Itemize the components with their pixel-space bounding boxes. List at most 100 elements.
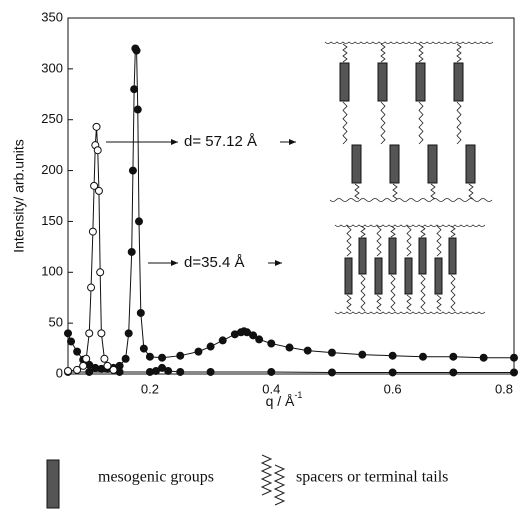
spacer (392, 183, 398, 200)
spacer (420, 274, 426, 312)
spacer (380, 101, 386, 145)
x-tick-label: 0.8 (495, 381, 513, 396)
y-tick-label: 250 (41, 111, 63, 126)
data-point (87, 283, 96, 292)
legend-label: mesogenic groups (98, 469, 214, 486)
data-point (79, 361, 88, 370)
mesogen (418, 237, 427, 275)
data-point (510, 368, 518, 377)
data-point (249, 331, 258, 340)
data-point (358, 350, 367, 359)
data-point (85, 329, 94, 338)
data-point (218, 336, 227, 345)
spacer (430, 183, 436, 200)
data-point (85, 367, 94, 376)
backbone (324, 41, 494, 44)
spacer (420, 225, 426, 238)
spacer (342, 43, 348, 63)
data-point (303, 346, 312, 355)
data-point (82, 354, 91, 363)
data-point (127, 247, 136, 256)
data-point (94, 186, 103, 195)
mesogen (374, 257, 383, 295)
spacer (450, 274, 456, 312)
x-tick-label: 0.6 (384, 381, 402, 396)
data-point (121, 354, 130, 363)
data-point (267, 367, 276, 376)
spacer (346, 225, 352, 257)
data-point (267, 339, 276, 348)
data-point (176, 367, 185, 376)
data-point (103, 361, 112, 370)
x-tick-label: 0.2 (141, 381, 159, 396)
data-point (164, 366, 173, 375)
spacer (360, 274, 366, 312)
data-point (92, 122, 101, 131)
spacer (354, 183, 360, 200)
mesogen (404, 257, 413, 295)
data-point (73, 365, 82, 374)
data-point (206, 367, 215, 376)
data-point (97, 329, 106, 338)
x-axis-label: q / Å-1 (266, 390, 303, 408)
arrow-head (171, 139, 178, 145)
data-point (206, 342, 215, 351)
legend-spacer (260, 454, 273, 496)
arrow-head (275, 260, 282, 266)
data-point (388, 368, 397, 377)
legend-spacer (273, 464, 286, 506)
y-axis-label: Intensity/ arb.units (11, 139, 27, 253)
data-point (449, 368, 458, 377)
data-point (128, 166, 137, 175)
data-point (449, 352, 458, 361)
backbone (334, 311, 486, 314)
mesogen (46, 459, 60, 509)
y-tick-label: 200 (41, 162, 63, 177)
data-point (109, 365, 118, 374)
data-point (285, 343, 294, 352)
mesogen (415, 62, 426, 102)
data-point (64, 329, 72, 338)
spacer (418, 43, 424, 63)
mesogen (377, 62, 388, 102)
y-tick-label: 0 (56, 365, 63, 380)
annotation: d= 57.12 Å (184, 133, 257, 150)
data-point (133, 105, 142, 114)
mesogen (339, 62, 350, 102)
spacer (380, 43, 386, 63)
spacer (450, 225, 456, 238)
mesogen (351, 144, 362, 184)
legend-label: spacers or terminal tails (296, 469, 448, 486)
mesogen (427, 144, 438, 184)
spacer (390, 225, 396, 238)
data-point (255, 335, 264, 344)
plot-frame (67, 17, 515, 375)
backbone (329, 198, 493, 202)
spacer (436, 294, 442, 312)
mesogen (344, 257, 353, 295)
x-label-main: q / Å (266, 393, 295, 409)
data-point (388, 351, 397, 360)
data-point (176, 351, 185, 360)
data-point (139, 344, 148, 353)
data-point (136, 308, 145, 317)
spacer (376, 294, 382, 312)
spacer (342, 101, 348, 145)
data-point (100, 354, 109, 363)
series-line (68, 367, 514, 373)
x-label-sup: -1 (294, 390, 302, 400)
data-point (145, 352, 154, 361)
data-point (132, 46, 141, 55)
data-point (194, 347, 203, 356)
spacer (376, 225, 382, 257)
y-tick-label: 150 (41, 213, 63, 228)
spacer (456, 101, 462, 145)
arrow-head (289, 139, 296, 145)
series-line (67, 46, 514, 370)
spacer (406, 294, 412, 312)
mesogen (358, 237, 367, 275)
spacer (406, 225, 412, 257)
spacer (346, 294, 352, 312)
data-point (510, 353, 518, 362)
